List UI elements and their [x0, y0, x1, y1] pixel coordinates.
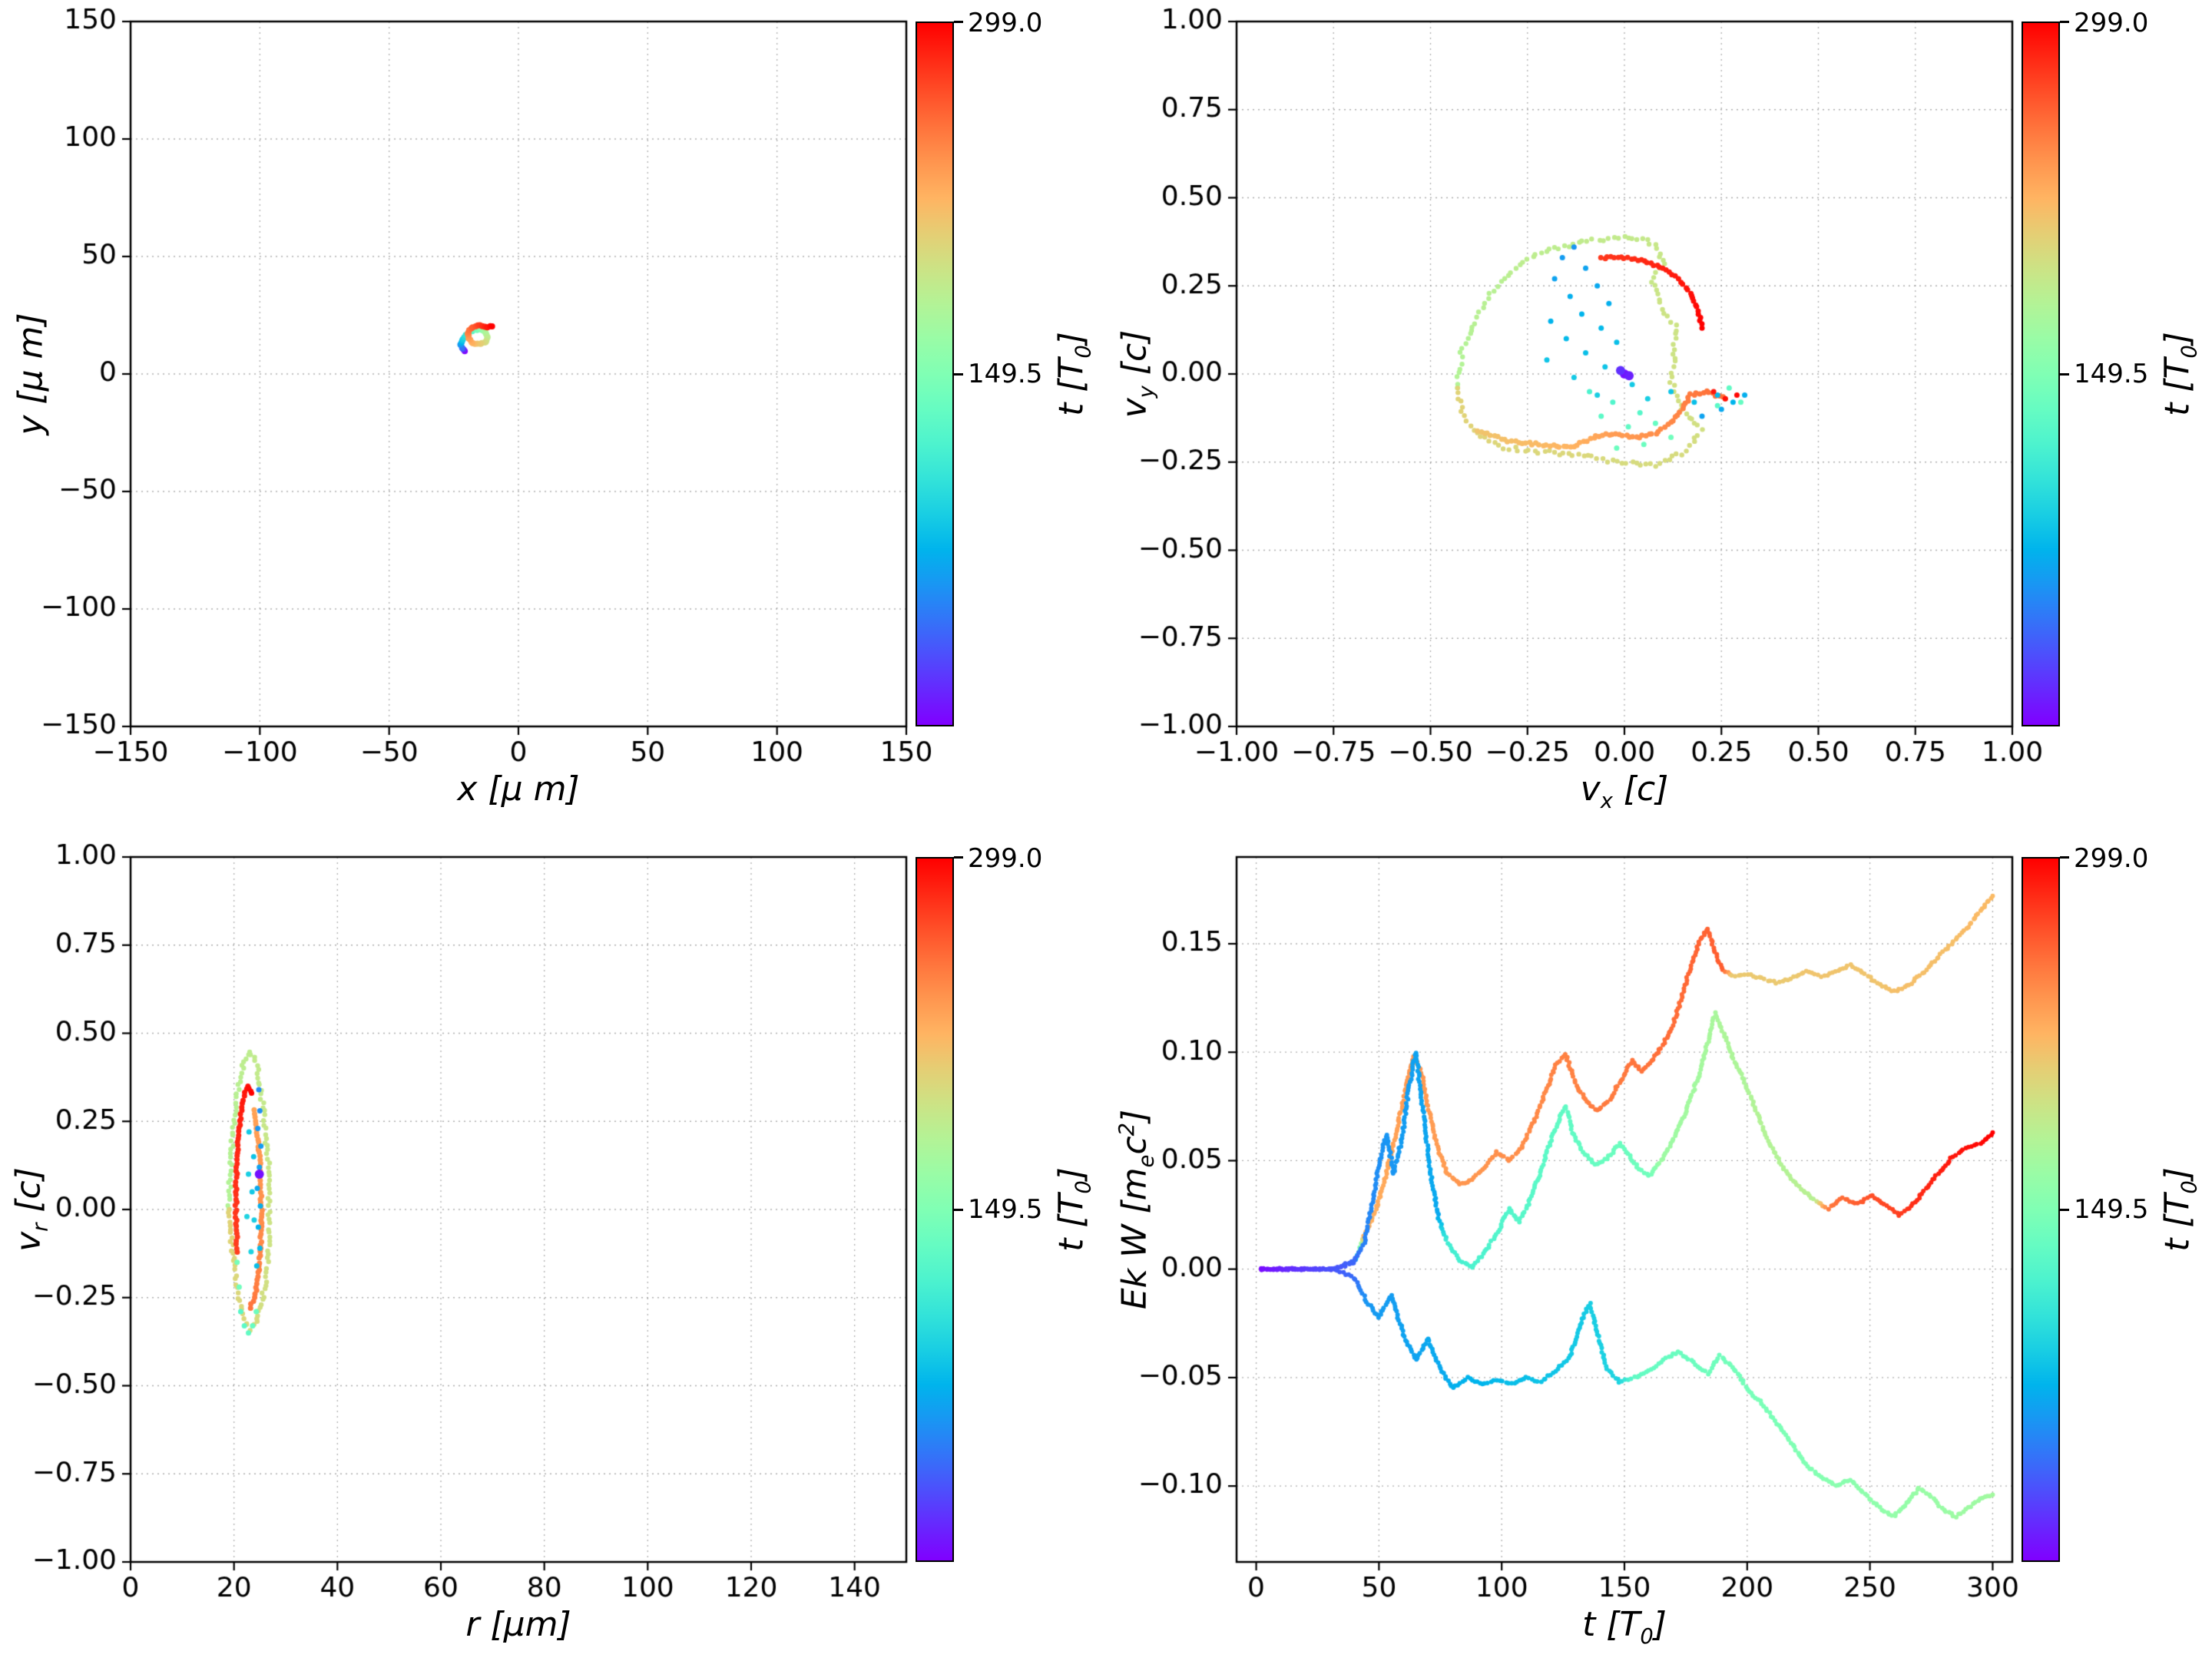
colorbar-axis-label: t [T0] [1051, 332, 1096, 416]
colorbar-max-label: 299.0 [968, 843, 1043, 874]
subplot-ekw-t: Ek W [mec2] t [T0] 299.0 149.5 t [T0] [1106, 836, 2212, 1671]
subplot-rvr: vr [c] r [μm] 299.0 149.5 t [T0] [0, 836, 1106, 1671]
x-axis-label: r [μm] [465, 1605, 571, 1644]
colorbar [2022, 857, 2060, 1562]
colorbar-axis-label: t [T0] [2157, 332, 2202, 416]
colorbar [916, 857, 954, 1562]
colorbar-tick-icon [2060, 373, 2069, 376]
colorbar-max-label: 299.0 [2074, 843, 2149, 874]
colorbar-mid-label: 149.5 [968, 359, 1043, 389]
colorbar-tick-icon [954, 21, 963, 23]
colorbar-tick-icon [954, 373, 963, 376]
subplot-xy: y [μ m] x [μ m] 299.0 149.5 t [T0] [0, 0, 1106, 836]
colorbar-tick-icon [2060, 21, 2069, 23]
subplot-vxvy: vy [c] vx [c] 299.0 149.5 t [T0] [1106, 0, 2212, 836]
colorbar-mid-label: 149.5 [2074, 359, 2149, 389]
colorbar-tick-icon [954, 1209, 963, 1211]
y-axis-label: vy [c] [1114, 329, 1159, 419]
colorbar-max-label: 299.0 [2074, 8, 2149, 38]
colorbar [2022, 22, 2060, 726]
colorbar-axis-label: t [T0] [1051, 1167, 1096, 1252]
colorbar [916, 22, 954, 726]
colorbar-tick-icon [2060, 856, 2069, 859]
colorbar-mid-label: 149.5 [968, 1194, 1043, 1225]
colorbar-mid-label: 149.5 [2074, 1194, 2149, 1225]
colorbar-tick-icon [954, 856, 963, 859]
x-axis-label: vx [c] [1580, 769, 1669, 813]
colorbar-max-label: 299.0 [968, 8, 1043, 38]
colorbar-axis-label: t [T0] [2157, 1167, 2202, 1252]
x-axis-label: x [μ m] [457, 769, 580, 809]
y-axis-label: vr [c] [8, 1167, 53, 1252]
x-axis-label: t [T0] [1582, 1605, 1667, 1649]
y-axis-label: y [μ m] [11, 313, 51, 435]
y-axis-label: Ek W [mec2] [1114, 1109, 1159, 1310]
colorbar-tick-icon [2060, 1209, 2069, 1211]
